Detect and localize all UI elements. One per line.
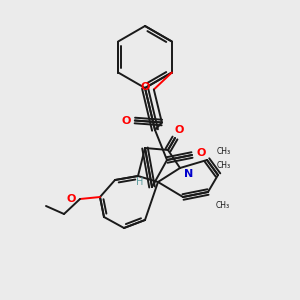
Text: O: O [66, 194, 76, 204]
Text: CH₃: CH₃ [217, 160, 231, 169]
Text: O: O [174, 125, 184, 135]
Text: O: O [140, 82, 149, 92]
Text: O: O [121, 116, 130, 125]
Text: H: H [136, 177, 144, 187]
Text: O: O [196, 148, 206, 158]
Text: N: N [184, 169, 193, 179]
Text: CH₃: CH₃ [216, 202, 230, 211]
Text: CH₃: CH₃ [217, 146, 231, 155]
